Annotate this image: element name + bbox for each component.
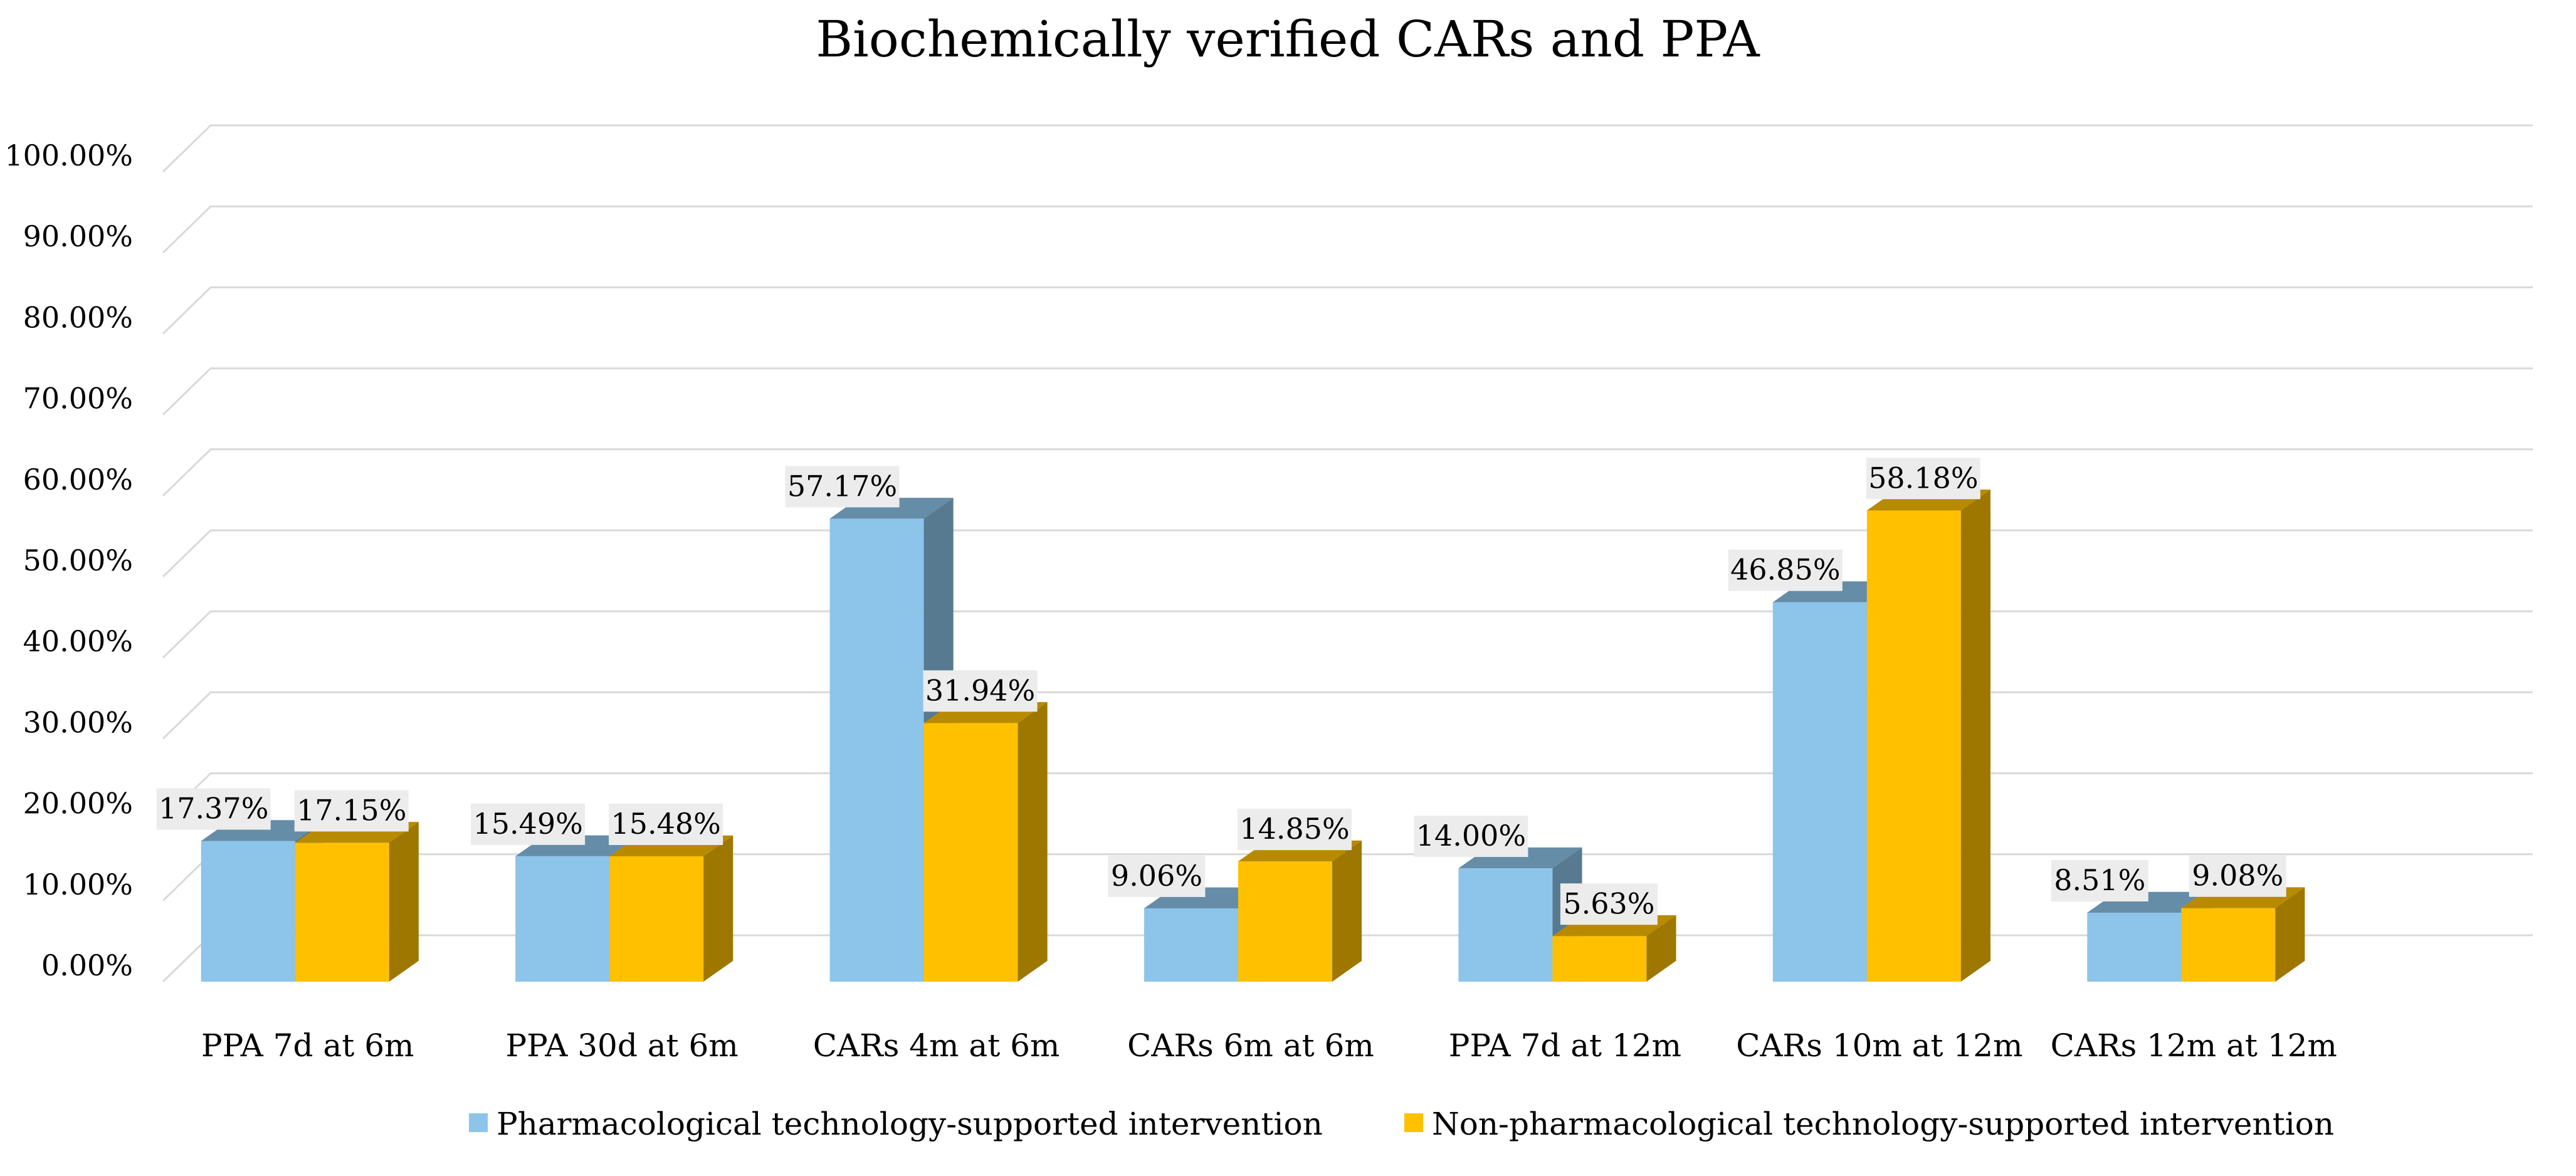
- gridline: [162, 367, 2533, 416]
- bar-front: [2087, 913, 2182, 982]
- bar-side: [1646, 915, 1676, 982]
- bar-front: [1238, 861, 1332, 982]
- bar-front: [1458, 868, 1553, 982]
- legend-swatch: [469, 1113, 488, 1132]
- x-tick-label: CARs 12m at 12m: [2051, 1027, 2337, 1064]
- bar-front: [923, 723, 1018, 982]
- data-label: 5.63%: [1563, 886, 1654, 920]
- bars: 17.37% 17.15% 15.49% 15.48% 57.17% 31.94% 9.06…: [156, 458, 2305, 982]
- data-label-bg: [2051, 860, 2148, 902]
- data-label-bg: [785, 466, 900, 508]
- bar-side: [1017, 702, 1048, 982]
- data-label: 58.18%: [1868, 461, 1978, 495]
- bar-side: [389, 822, 419, 982]
- gridline: [162, 529, 2533, 578]
- bar: 58.18%: [1866, 458, 1990, 982]
- data-label-bg: [609, 803, 723, 845]
- y-tick-label: 40.00%: [23, 624, 133, 658]
- data-label-bg: [2189, 855, 2286, 897]
- data-label-bg: [1866, 458, 1980, 500]
- y-tick-label: 90.00%: [23, 219, 133, 253]
- y-tick-label: 10.00%: [23, 868, 133, 901]
- x-axis: PPA 7d at 6m PPA 30d at 6m CARs 4m at 6m CA…: [201, 1027, 2337, 1064]
- data-label: 14.00%: [1416, 819, 1526, 853]
- data-label-bg: [923, 670, 1038, 712]
- y-tick-label: 70.00%: [23, 382, 133, 416]
- x-tick-label: CARs 6m at 6m: [1127, 1027, 1374, 1064]
- data-label: 17.15%: [297, 793, 406, 827]
- bar-front: [1144, 908, 1238, 982]
- bar: 57.17%: [785, 466, 954, 982]
- x-tick-label: CARs 10m at 12m: [1736, 1027, 2022, 1064]
- bar: 9.08%: [2181, 855, 2305, 982]
- data-label: 8.51%: [2054, 863, 2145, 897]
- data-label-bg: [294, 790, 409, 832]
- y-tick-label: 100.00%: [4, 139, 133, 172]
- bar-front: [515, 856, 610, 982]
- bar-front: [1552, 936, 1647, 982]
- bar-front: [295, 843, 389, 982]
- gridline: [162, 691, 2533, 740]
- y-tick-label: 20.00%: [23, 787, 133, 821]
- y-tick-label: 30.00%: [23, 705, 133, 739]
- x-tick-label: CARs 4m at 6m: [813, 1027, 1060, 1064]
- bar-side: [1332, 840, 1362, 982]
- data-label: 17.37%: [159, 792, 268, 826]
- data-label-bg: [1728, 549, 1843, 591]
- data-label: 46.85%: [1730, 553, 1840, 587]
- x-tick-label: PPA 7d at 6m: [201, 1027, 414, 1064]
- data-label: 9.08%: [2192, 859, 2283, 893]
- data-label-bg: [1560, 883, 1658, 925]
- bar: 5.63%: [1552, 883, 1676, 982]
- gridline: [162, 448, 2533, 496]
- data-label: 31.94%: [925, 673, 1035, 707]
- bar-front: [829, 518, 924, 982]
- bar-front: [2181, 908, 2276, 982]
- legend-swatch: [1404, 1113, 1423, 1132]
- chart-title: Biochemically verified CARs and PPA: [816, 10, 1760, 68]
- legend-label: Non-pharmacological technology-supported…: [1432, 1106, 2334, 1142]
- data-label: 57.17%: [787, 469, 897, 503]
- y-tick-label: 60.00%: [23, 463, 133, 496]
- data-label: 15.49%: [473, 807, 582, 841]
- data-label: 9.06%: [1111, 859, 1202, 893]
- bar-front: [1866, 510, 1961, 982]
- gridline: [162, 610, 2533, 659]
- y-axis: 0.00% 10.00% 20.00% 30.00% 40.00% 50.00% 60.00…: [4, 139, 133, 982]
- gridline: [162, 286, 2533, 335]
- x-tick-label: PPA 30d at 6m: [506, 1027, 739, 1064]
- legend-label: Pharmacological technology-supported int…: [497, 1106, 1323, 1142]
- data-label-bg: [1414, 816, 1528, 858]
- gridline: [162, 205, 2533, 254]
- y-tick-label: 80.00%: [23, 300, 133, 334]
- data-label: 14.85%: [1239, 812, 1349, 846]
- data-label-bg: [1108, 855, 1206, 897]
- data-label-bg: [156, 788, 271, 830]
- bar-front: [1772, 602, 1867, 982]
- data-label-bg: [471, 803, 586, 845]
- y-tick-label: 0.00%: [41, 948, 133, 982]
- bar: 31.94%: [923, 670, 1048, 982]
- x-tick-label: PPA 7d at 12m: [1449, 1027, 1681, 1064]
- y-tick-label: 50.00%: [23, 543, 133, 577]
- bar: 14.85%: [1238, 809, 1362, 982]
- bar-side: [2275, 887, 2305, 982]
- bar-side: [1960, 490, 1990, 982]
- gridline: [162, 124, 2533, 173]
- bar: 15.48%: [609, 803, 733, 982]
- legend: Pharmacological technology-supported int…: [469, 1106, 2334, 1142]
- bar-side: [703, 835, 733, 982]
- bar-front: [201, 841, 295, 982]
- bar: 17.15%: [294, 790, 419, 982]
- data-label-bg: [1238, 809, 1352, 851]
- data-label: 15.48%: [611, 807, 720, 841]
- bar-front: [609, 856, 704, 982]
